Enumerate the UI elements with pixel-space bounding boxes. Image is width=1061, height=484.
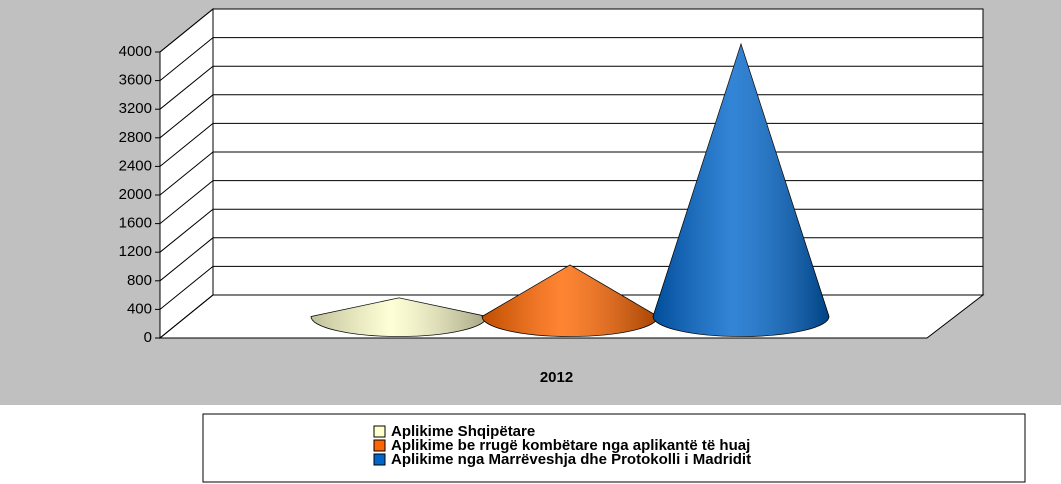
legend-swatch — [373, 453, 386, 466]
legend-swatch — [373, 439, 386, 452]
y-tick-label: 1200 — [119, 243, 152, 260]
y-tick-label: 1600 — [119, 215, 152, 232]
y-tick-label: 400 — [127, 300, 152, 317]
y-tick-label: 3600 — [119, 72, 152, 89]
legend-label: Aplikime Shqipëtare — [391, 423, 535, 440]
y-tick-label: 2800 — [119, 129, 152, 146]
legend-box — [202, 413, 1026, 483]
cone-shade — [482, 265, 658, 337]
grid-line — [159, 65, 983, 110]
y-tick-label: 3200 — [119, 100, 152, 117]
cone — [652, 42, 830, 337]
y-tick-label: 2400 — [119, 157, 152, 174]
y-tick-label: 4000 — [119, 43, 152, 60]
legend-swatch — [373, 425, 386, 438]
cone — [481, 264, 659, 337]
x-tick-label: 2012 — [540, 369, 573, 386]
y-tick-label: 800 — [127, 272, 152, 289]
legend-label: Aplikime nga Marrëveshja dhe Protokolli … — [391, 451, 751, 468]
y-tick-label: 0 — [144, 329, 152, 346]
cone — [310, 297, 488, 337]
legend-label: Aplikime be rrugë kombëtare nga aplikant… — [391, 437, 750, 454]
cone-shade — [653, 44, 829, 337]
grid-line — [159, 8, 983, 53]
grid-line — [159, 37, 983, 81]
y-tick-label: 2000 — [119, 186, 152, 203]
cone-shade — [311, 297, 487, 337]
